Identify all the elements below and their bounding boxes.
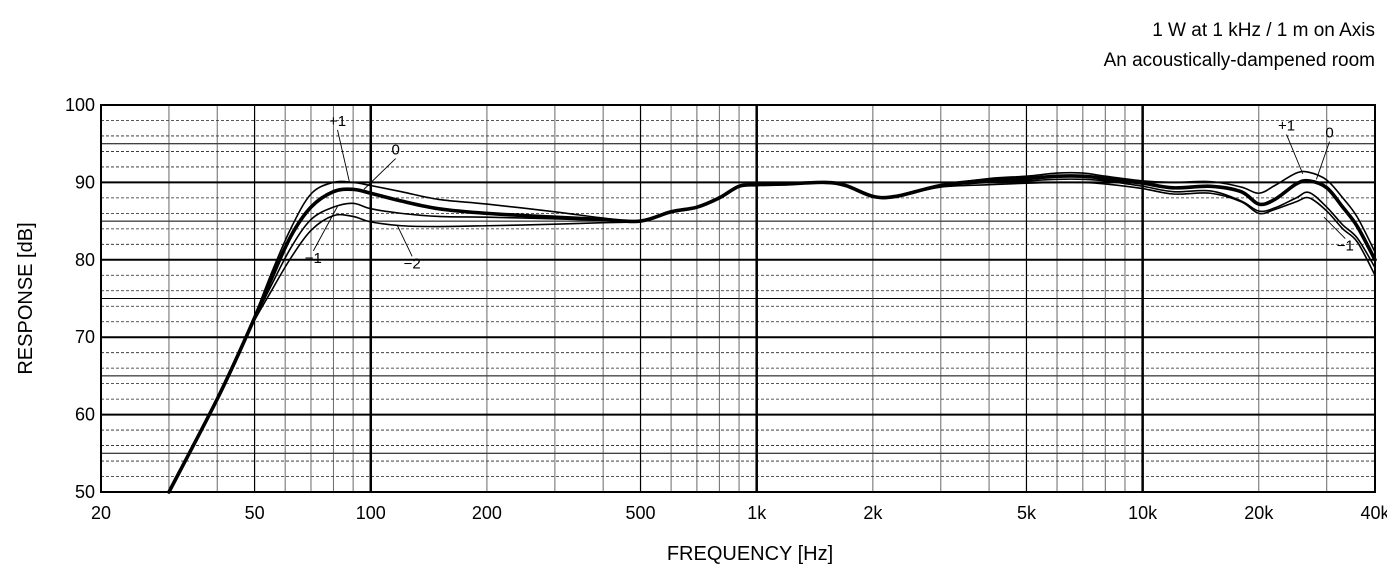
tick-labels: 20 50 100 200 500 1k 2k 5k 10k 20k 40k506070809010… — [65, 95, 1387, 523]
curve-label: 0 — [1325, 125, 1333, 142]
curve-label: −1 — [305, 250, 322, 267]
x-tick-label: 10k — [1128, 503, 1158, 523]
plot-frame — [100, 104, 1376, 493]
minor-grid — [100, 105, 1376, 492]
curve-label-leader — [1286, 134, 1304, 175]
chart-note-room: An acoustically-dampened room — [1103, 50, 1375, 71]
curve-label: −1 — [1337, 238, 1354, 255]
y-tick-label: 100 — [65, 95, 95, 115]
curve-label-leader — [396, 224, 413, 257]
y-tick-label: 50 — [75, 482, 95, 502]
x-tick-label: 1k — [747, 503, 767, 523]
curve-label-leader — [1315, 141, 1330, 180]
x-tick-label: 100 — [356, 503, 386, 523]
y-tick-label: 70 — [75, 327, 95, 347]
curve-annotations: +1 0 −1 −2 +1 0 −1 — [305, 113, 1354, 272]
x-tick-label: 500 — [625, 503, 655, 523]
curve-label-leader — [337, 129, 350, 182]
x-tick-label: 50 — [245, 503, 265, 523]
series-line — [168, 178, 1376, 493]
curve-label: −2 — [404, 255, 421, 272]
x-tick-label: 40k — [1360, 503, 1387, 523]
curve-label-leader — [312, 206, 338, 252]
series-line — [168, 170, 1376, 493]
x-axis-label: FREQUENCY [Hz] — [667, 543, 833, 565]
curve-label: +1 — [329, 113, 346, 130]
curve-label-leader — [1323, 216, 1346, 239]
curve-label-leader — [363, 158, 396, 190]
y-tick-label: 80 — [75, 250, 95, 270]
x-tick-label: 20 — [91, 503, 111, 523]
x-tick-label: 20k — [1244, 503, 1274, 523]
curve-label: 0 — [391, 142, 399, 159]
x-tick-label: 200 — [472, 503, 502, 523]
series-line — [168, 181, 1376, 493]
series-group — [167, 170, 1377, 494]
y-tick-label: 60 — [75, 405, 95, 425]
y-tick-label: 90 — [75, 172, 95, 192]
curve-label: +1 — [1278, 118, 1295, 135]
x-tick-label: 5k — [1017, 503, 1037, 523]
x-tick-label: 2k — [863, 503, 883, 523]
chart-note-measurement: 1 W at 1 kHz / 1 m on Axis — [1152, 20, 1375, 41]
y-axis-label: RESPONSE [dB] — [15, 222, 37, 374]
series-line — [167, 174, 1377, 494]
